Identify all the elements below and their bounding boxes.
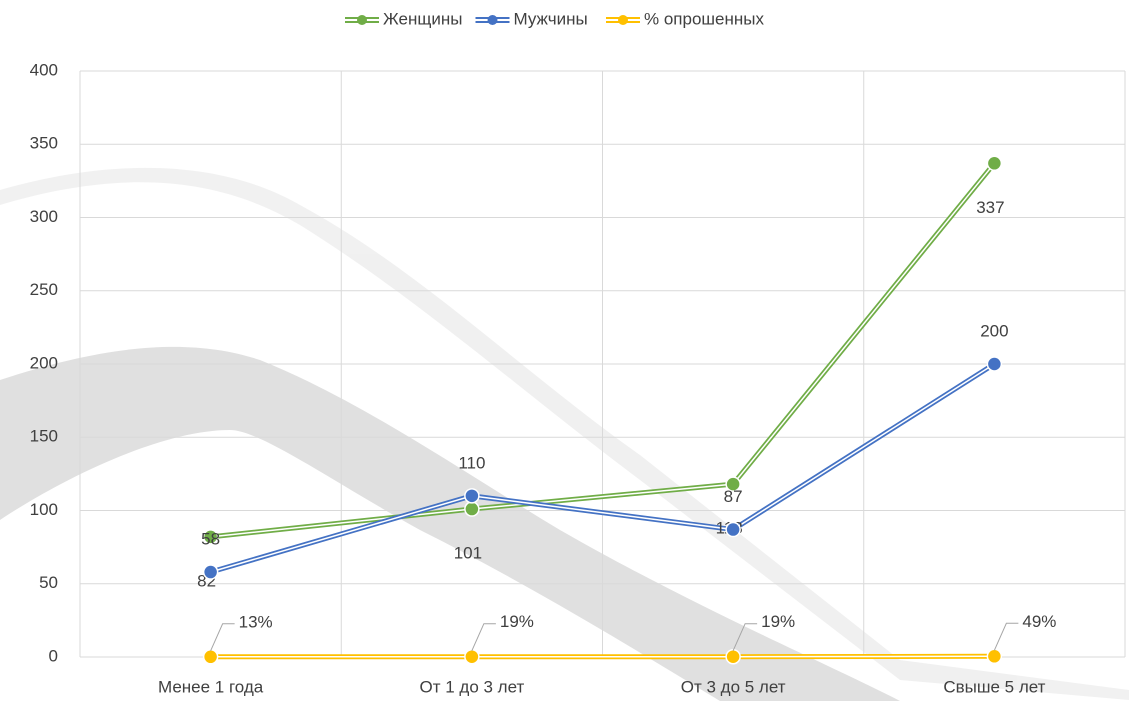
y-tick-label: 50: [39, 573, 58, 592]
x-tick-label: От 1 до 3 лет: [419, 677, 524, 696]
data-label: 19%: [761, 612, 795, 631]
series-line-inner: [210, 162, 995, 538]
data-label: 101: [454, 544, 482, 563]
x-tick-label: От 3 до 5 лет: [681, 677, 786, 696]
legend-marker: [357, 15, 367, 25]
y-tick-label: 250: [30, 280, 58, 299]
legend: Женщины Мужчины % опрошенных: [345, 9, 764, 28]
y-tick-label: 350: [30, 134, 58, 153]
data-label: 49%: [1022, 612, 1056, 631]
data-point: [986, 356, 1003, 372]
data-label: 200: [980, 321, 1008, 340]
legend-label: % опрошенных: [644, 9, 764, 28]
data-point: [725, 521, 741, 538]
data-point: [202, 564, 219, 580]
y-tick-label: 300: [30, 207, 58, 226]
series-line-inner: [210, 655, 995, 658]
data-point: [986, 155, 1003, 172]
data-label: 58: [201, 530, 220, 549]
data-point: [202, 529, 219, 545]
background-decoration: [0, 167, 1129, 701]
y-tick-label: 0: [49, 646, 58, 665]
x-tick-label: Свыше 5 лет: [943, 677, 1045, 696]
legend-label: Женщины: [383, 9, 462, 28]
data-point: [464, 501, 480, 517]
data-label: 13%: [239, 612, 273, 631]
leader-line: [210, 623, 235, 652]
data-point: [725, 476, 741, 492]
data-label: 19%: [500, 612, 534, 631]
data-point: [986, 648, 1003, 665]
data-label: 87: [724, 487, 743, 506]
leader-line: [471, 623, 496, 651]
data-point: [464, 488, 480, 504]
leader-line: [993, 622, 1019, 651]
x-tick-label: Менее 1 года: [158, 677, 264, 696]
legend-marker: [487, 15, 498, 25]
y-tick-label: 200: [30, 353, 58, 372]
y-tick-label: 150: [30, 427, 58, 446]
y-tick-label: 400: [30, 60, 58, 79]
series-line-inner: [210, 363, 995, 573]
legend-label: Мужчины: [514, 9, 588, 28]
legend-marker: [618, 15, 628, 25]
y-tick-label: 100: [30, 500, 58, 519]
leader-line: [732, 623, 758, 651]
data-label: 110: [458, 453, 485, 472]
data-point: [202, 649, 219, 665]
data-label: 337: [976, 198, 1004, 217]
data-point: [464, 648, 480, 665]
data-point: [725, 648, 741, 665]
